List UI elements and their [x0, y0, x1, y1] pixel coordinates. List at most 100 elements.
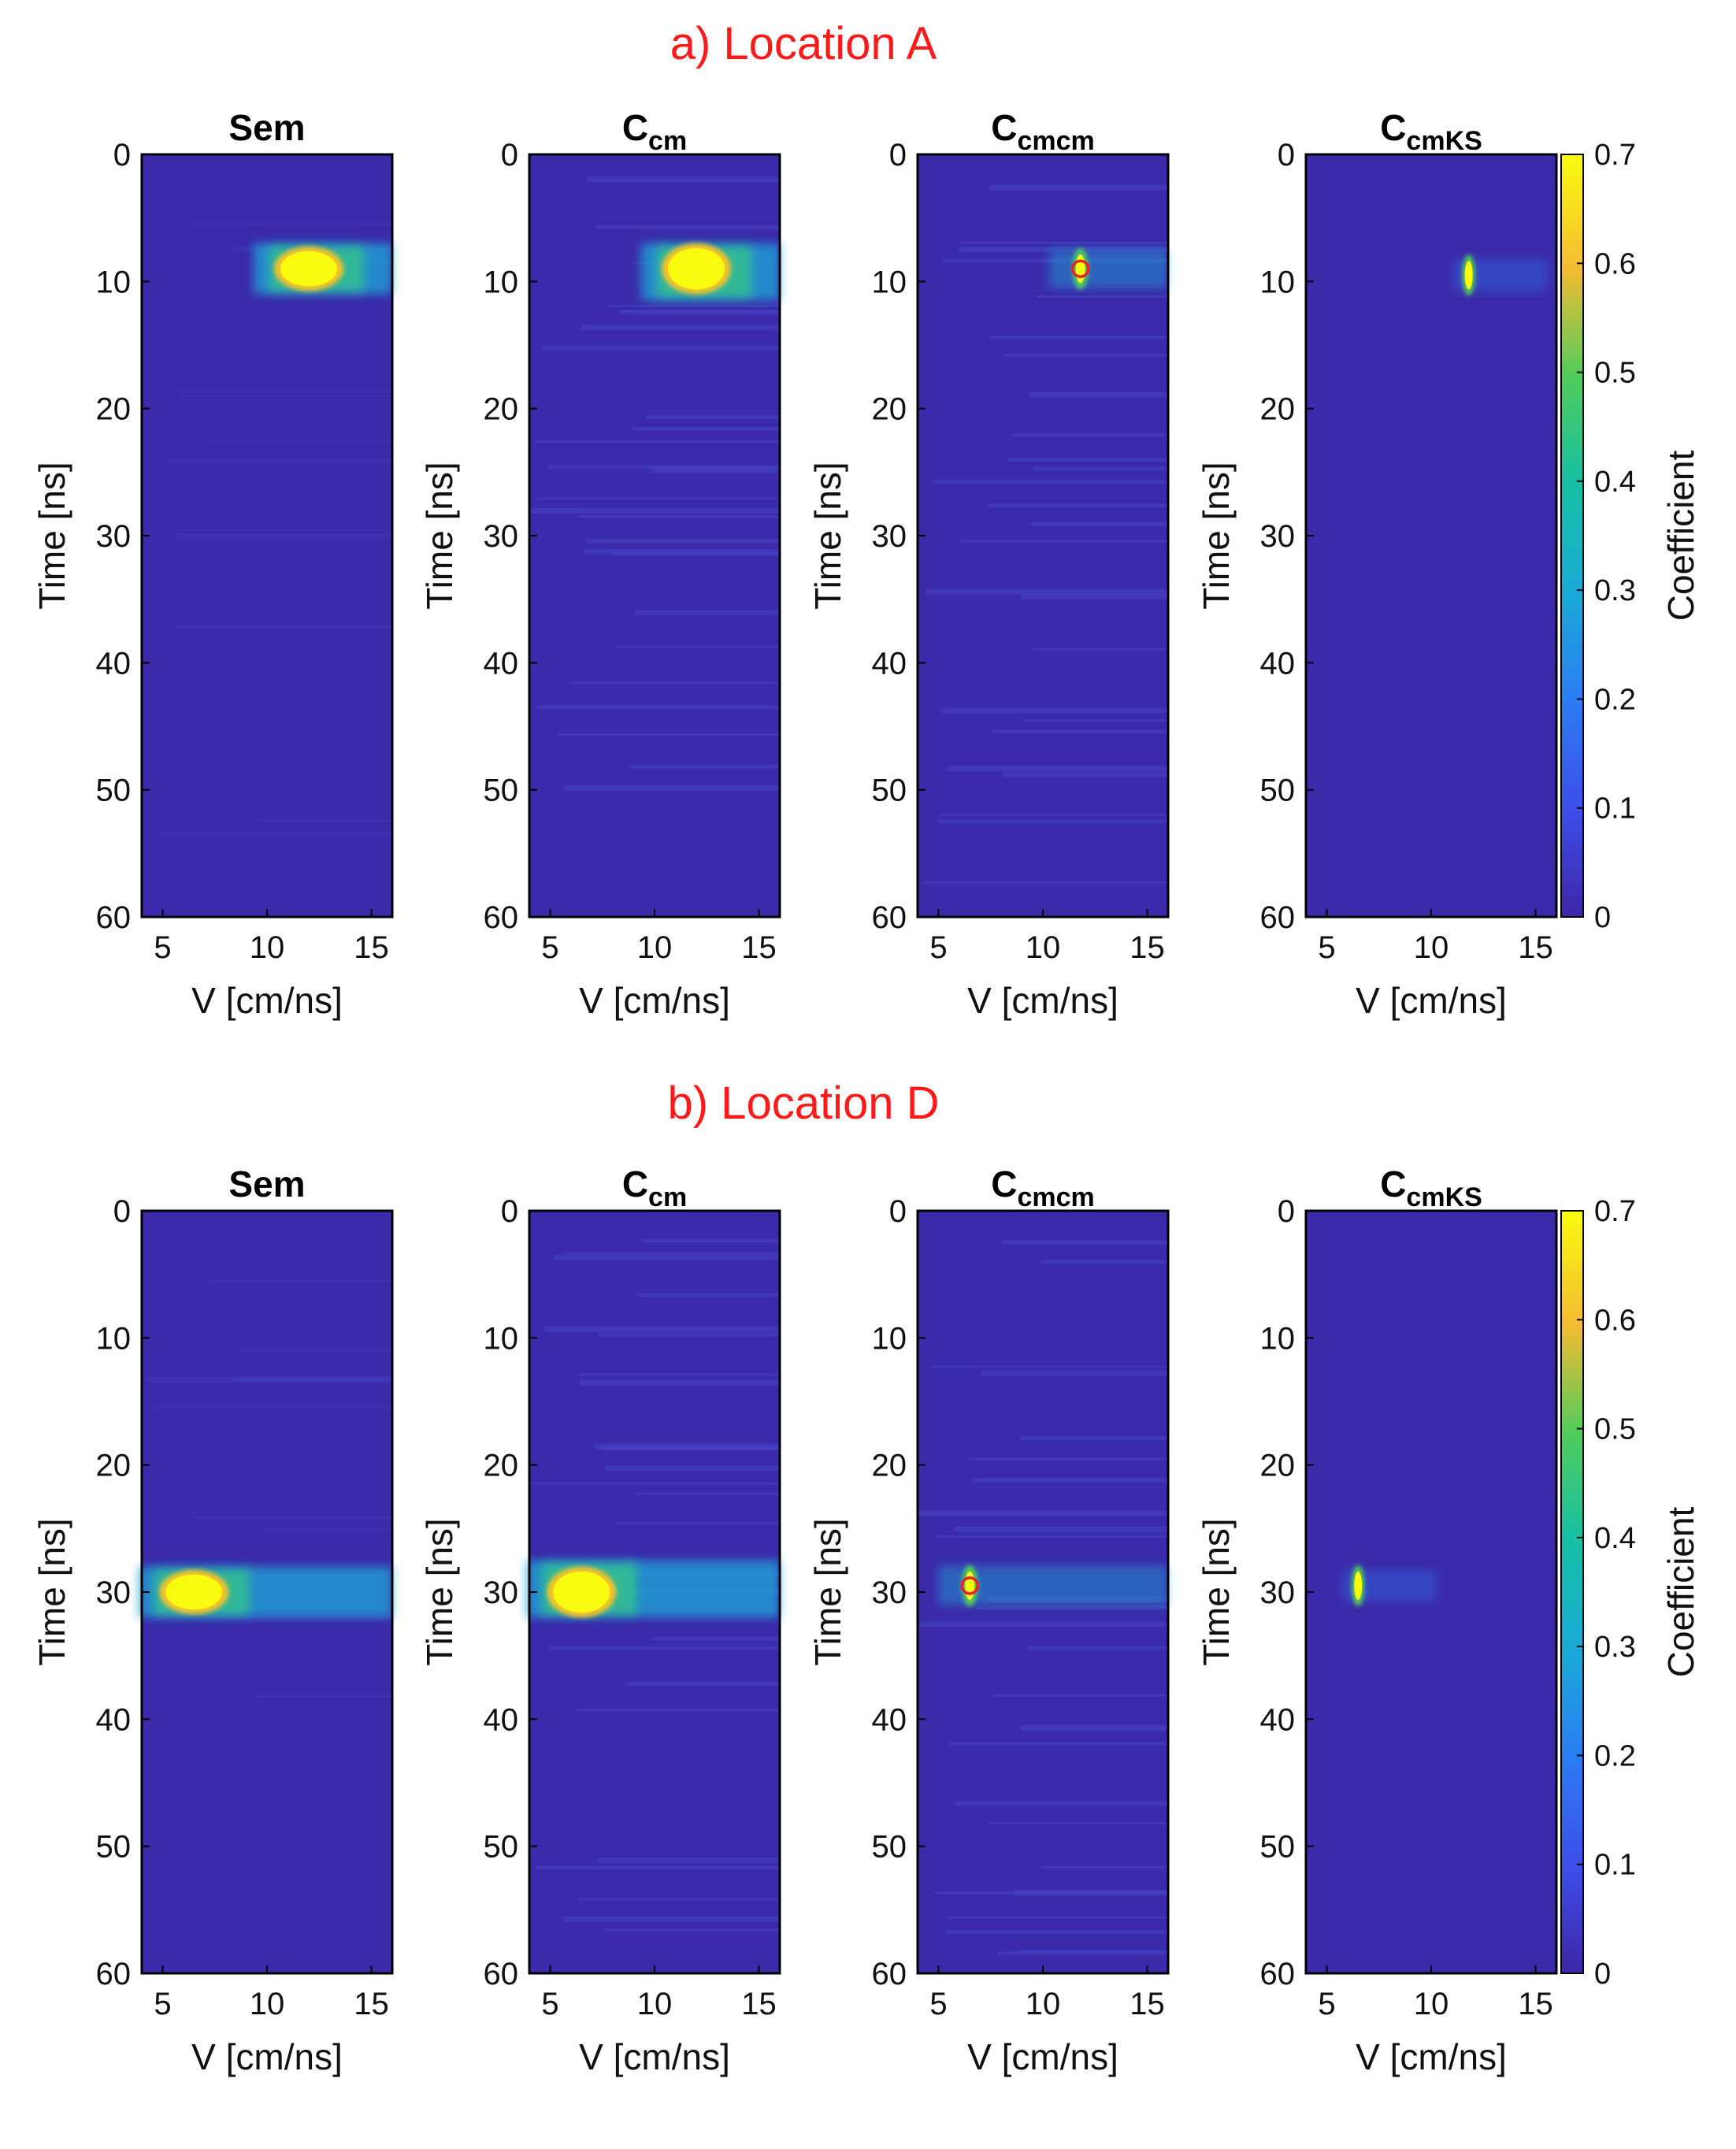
noise-streak	[1032, 521, 1168, 526]
noise-streak	[170, 625, 392, 629]
noise-streak	[1033, 466, 1168, 471]
x-axis-label: V [cm/ns]	[1356, 980, 1507, 1021]
y-tick-label: 0	[501, 138, 518, 173]
y-tick-label: 50	[872, 774, 907, 808]
heatmap-panel: Ccmcm 0 10 20 30 40 50 60 5 10 15 V [cm/ns] Time [ns…	[807, 1164, 1170, 2077]
noise-streak	[554, 1255, 780, 1261]
noise-streak	[636, 1293, 780, 1297]
panel-title: CcmKS	[1380, 1164, 1482, 1212]
noise-streak	[989, 184, 1168, 191]
y-tick-label: 0	[1278, 1194, 1295, 1229]
noise-streak	[918, 1510, 1168, 1516]
noise-streak	[934, 1891, 1168, 1895]
section-title: a) Location A	[670, 18, 937, 69]
noise-streak	[542, 345, 780, 351]
event-peak	[165, 1574, 223, 1610]
y-tick-label: 0	[501, 1194, 518, 1229]
noise-streak	[989, 335, 1168, 340]
colorbar-tick-label: 0.6	[1594, 1304, 1636, 1337]
y-tick-label: 50	[96, 1830, 132, 1865]
heatmap-panel: Ccmcm 0 10 20 30 40 50 60 5 10 15 V [cm/ns] Time [ns…	[807, 107, 1170, 1021]
y-axis-label: Time [ns]	[32, 1518, 72, 1665]
event-peak	[965, 1571, 975, 1600]
y-tick-label: 40	[1260, 646, 1296, 681]
noise-streak	[254, 1694, 392, 1698]
noise-streak	[989, 1821, 1168, 1824]
noise-streak	[959, 540, 1168, 543]
x-tick-label: 15	[1130, 930, 1165, 965]
heatmap-panel: CcmKS 0 10 20 30 40 50 60 5 10 15 V [cm/ns] Time [ns…	[1196, 1164, 1558, 2077]
panel-title-subscript: cm	[648, 126, 687, 156]
colorbar-tick-label: 0.3	[1594, 1631, 1636, 1664]
noise-streak	[599, 1446, 780, 1451]
y-tick-label: 0	[889, 138, 907, 173]
noise-streak	[563, 785, 780, 792]
y-axis-label: Time [ns]	[419, 1518, 460, 1665]
noise-streak	[625, 1681, 780, 1686]
y-tick-label: 40	[872, 646, 907, 681]
noise-streak	[586, 539, 780, 544]
noise-streak	[652, 1636, 780, 1641]
x-tick-label: 5	[154, 930, 171, 965]
x-axis-label: V [cm/ns]	[579, 980, 730, 1021]
noise-streak	[165, 459, 392, 462]
noise-streak	[997, 1950, 1168, 1955]
noise-streak	[581, 325, 780, 331]
noise-streak	[1041, 1260, 1168, 1264]
noise-streak	[238, 1349, 392, 1353]
colorbar-tick-label: 0.4	[1594, 466, 1636, 499]
y-tick-label: 30	[96, 519, 132, 554]
x-tick-label: 10	[1414, 930, 1449, 965]
y-tick-label: 20	[96, 392, 132, 427]
noise-streak	[536, 497, 780, 500]
colorbar-tick-label: 0.5	[1594, 1413, 1636, 1446]
y-tick-label: 20	[96, 1449, 132, 1483]
y-axis-label: Time [ns]	[32, 462, 72, 609]
y-tick-label: 60	[872, 1957, 907, 1991]
y-tick-label: 60	[484, 900, 519, 935]
x-tick-label: 5	[929, 1987, 947, 2021]
noise-streak	[630, 764, 780, 769]
noise-streak	[577, 1898, 780, 1901]
noise-streak	[577, 1373, 780, 1376]
y-tick-label: 50	[96, 774, 132, 808]
y-tick-label: 50	[1260, 1830, 1296, 1865]
noise-streak	[946, 1929, 1168, 1934]
y-tick-label: 50	[1260, 774, 1296, 808]
y-tick-label: 30	[484, 1576, 519, 1610]
noise-streak	[940, 813, 1168, 816]
x-tick-label: 10	[637, 1987, 673, 2021]
y-tick-label: 50	[872, 1830, 907, 1865]
noise-streak	[209, 1279, 392, 1282]
x-tick-label: 5	[541, 1987, 558, 2021]
colorbar-tick-label: 0	[1594, 901, 1611, 934]
colorbar-tick-label: 0.5	[1594, 357, 1636, 390]
noise-streak	[543, 1327, 780, 1333]
y-axis-label: Time [ns]	[807, 1518, 848, 1665]
noise-streak	[991, 729, 1168, 733]
y-tick-label: 60	[96, 1957, 132, 1991]
panel-title-subscript: cmKS	[1406, 126, 1482, 156]
picked-marker	[960, 1576, 979, 1595]
x-axis-label: V [cm/ns]	[967, 980, 1118, 1021]
x-tick-label: 10	[637, 930, 673, 965]
y-tick-label: 10	[1260, 265, 1296, 299]
noise-streak	[1003, 771, 1168, 778]
y-tick-label: 0	[113, 1194, 131, 1229]
y-tick-label: 30	[1260, 519, 1296, 554]
noise-streak	[575, 1709, 780, 1712]
noise-streak	[605, 1928, 780, 1932]
heatmap-panel: CcmKS 0 10 20 30 40 50 60 5 10 15 V [cm/ns] Time [ns…	[1196, 107, 1558, 1021]
noise-streak	[615, 645, 780, 648]
colorbar-tick-label: 0	[1594, 1958, 1611, 1991]
heatmap-panel: Sem 0 10 20 30 40 50 60 5 10 15 V [cm/ns] Time [ns]	[32, 1164, 394, 2077]
y-tick-label: 10	[96, 1321, 132, 1356]
noise-streak	[1005, 354, 1168, 357]
y-tick-label: 40	[96, 646, 132, 681]
noise-streak	[955, 1526, 1168, 1532]
x-tick-label: 5	[1318, 930, 1335, 965]
y-tick-label: 10	[96, 265, 132, 299]
noise-streak	[992, 1694, 1168, 1698]
x-axis-label: V [cm/ns]	[1356, 2036, 1507, 2077]
